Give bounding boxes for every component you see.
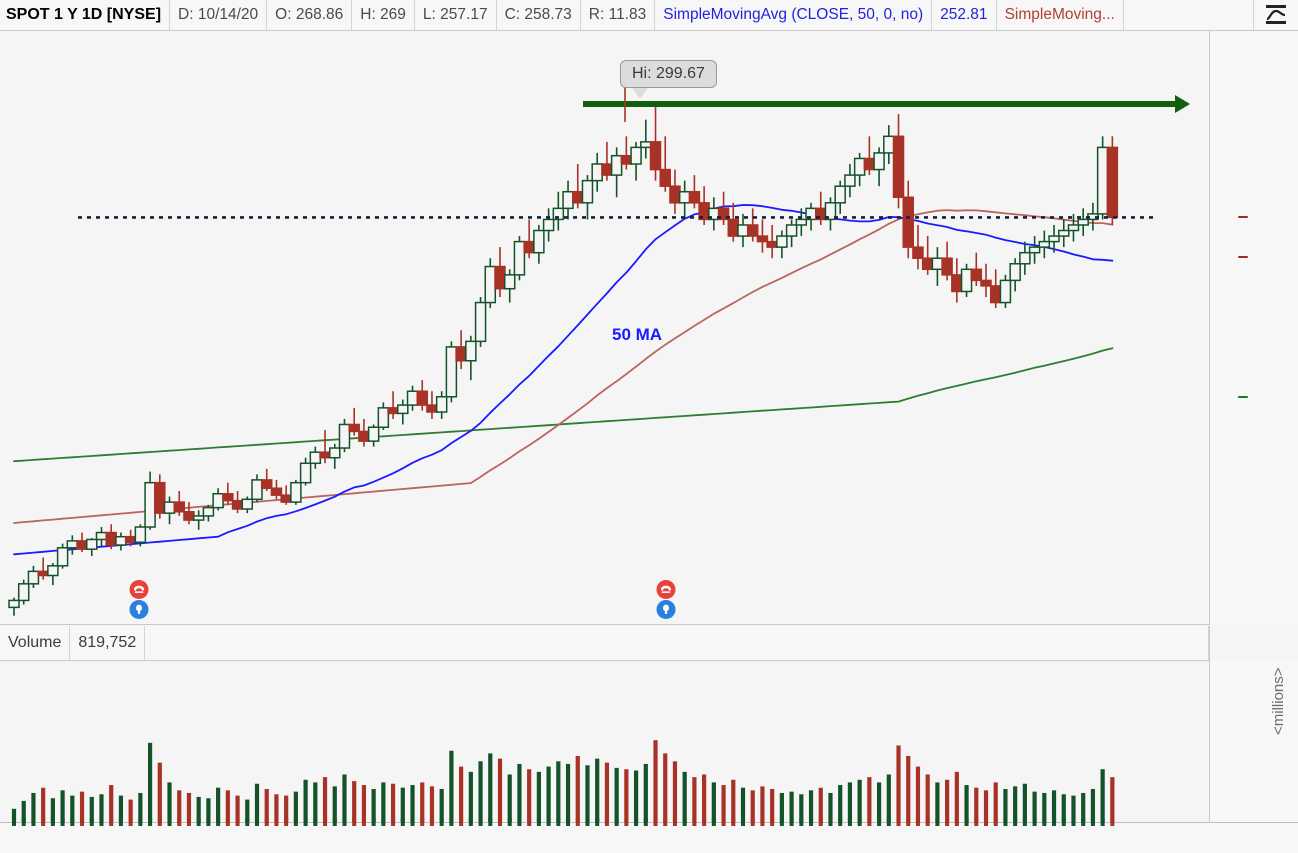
bulb-icon[interactable] — [656, 600, 676, 619]
date-field: D: 10/14/20 — [170, 0, 268, 30]
volume-label[interactable]: Volume — [0, 626, 71, 660]
high-field: H: 269 — [352, 0, 415, 30]
symbol-label[interactable]: SPOT 1 Y 1D [NYSE] — [0, 0, 171, 30]
trade-marker[interactable] — [129, 579, 149, 619]
quote-header-bar: SPOT 1 Y 1D [NYSE] D: 10/14/20 O: 268.86… — [0, 0, 1298, 31]
phone-icon[interactable] — [656, 580, 676, 599]
study-sma2-label[interactable]: SimpleMoving... — [997, 0, 1124, 30]
date-axis[interactable] — [0, 818, 1298, 853]
volume-plot — [11, 740, 1115, 822]
volume-value: 819,752 — [70, 626, 146, 660]
study-sma50-value: 252.81 — [932, 0, 997, 30]
ma-annotation-label: 50 MA — [612, 325, 663, 344]
price-chart-pane[interactable]: Hi: 299.67 50 MA — [0, 31, 1210, 625]
curve-icon[interactable] — [1254, 0, 1298, 30]
volume-header-bar: Volume 819,752 — [0, 626, 1210, 661]
bulb-icon[interactable] — [129, 600, 149, 619]
range-field: R: 11.83 — [581, 0, 656, 30]
low-field: L: 257.17 — [415, 0, 497, 30]
trade-marker[interactable] — [656, 579, 676, 619]
close-field: C: 258.73 — [497, 0, 581, 30]
price-badge — [1238, 396, 1248, 399]
price-badge — [1238, 216, 1248, 219]
volume-axis[interactable] — [1210, 661, 1298, 822]
phone-icon[interactable] — [129, 580, 149, 599]
volume-units-label: <millions> — [1270, 667, 1287, 735]
open-field: O: 268.86 — [267, 0, 353, 30]
price-plot — [8, 83, 1190, 616]
study-sma50-label[interactable]: SimpleMovingAvg (CLOSE, 50, 0, no) — [655, 0, 933, 30]
volume-header-spacer — [145, 626, 1209, 660]
price-axis[interactable] — [1210, 31, 1298, 625]
volume-chart-pane[interactable] — [0, 661, 1210, 822]
header-spacer — [1124, 0, 1254, 30]
high-tooltip-pointer — [632, 88, 648, 99]
high-tooltip[interactable]: Hi: 299.67 — [620, 60, 717, 88]
date-tick-marks — [12, 818, 1115, 826]
price-badge — [1238, 255, 1248, 258]
